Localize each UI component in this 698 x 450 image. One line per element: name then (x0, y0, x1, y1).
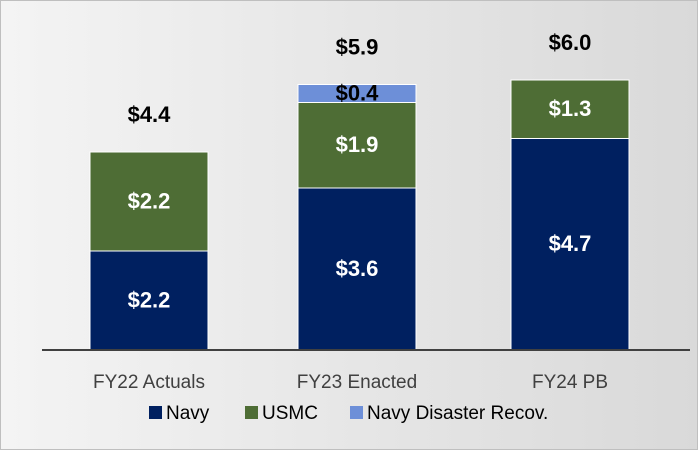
total-label: $6.0 (549, 30, 592, 55)
legend-label: Navy Disaster Recov. (367, 403, 548, 424)
total-label: $5.9 (336, 34, 379, 59)
legend-swatch (149, 406, 162, 419)
x-tick-label: FY24 PB (532, 372, 608, 393)
data-label: $4.7 (549, 231, 592, 256)
data-label: $2.2 (128, 287, 171, 312)
data-label: $1.9 (336, 132, 379, 157)
x-tick-label: FY22 Actuals (93, 372, 205, 393)
x-tick-label: FY23 Enacted (297, 372, 417, 393)
data-label: $3.6 (336, 256, 379, 281)
legend-swatch (350, 406, 363, 419)
bar-segment (297, 102, 417, 189)
legend-swatch (245, 406, 258, 419)
bar-segment (297, 84, 417, 103)
data-label: $0.4 (336, 80, 380, 105)
bar-segment (89, 151, 209, 252)
data-label: $1.3 (549, 96, 592, 121)
total-label: $4.4 (128, 102, 172, 127)
legend-label: Navy (166, 403, 210, 424)
bar-segment (89, 250, 209, 351)
data-label: $2.2 (128, 188, 171, 213)
legend-label: USMC (262, 403, 318, 424)
bar-segment (510, 79, 630, 139)
bar-segment (297, 187, 417, 351)
